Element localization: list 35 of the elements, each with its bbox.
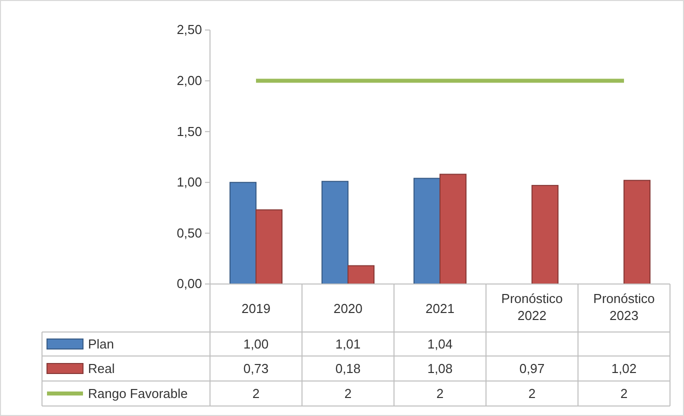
bar — [624, 180, 650, 284]
data-label: 2 — [436, 386, 444, 401]
bar — [322, 180, 348, 284]
bar — [440, 174, 466, 284]
data-label: 1,08 — [427, 361, 453, 376]
data-label: 1,00 — [243, 336, 269, 352]
y-tick-label: 1,00 — [176, 174, 202, 190]
y-tick-label: 0,00 — [176, 276, 202, 292]
x-tick-label: 2020 — [334, 301, 362, 316]
y-tick-label: 2,50 — [176, 22, 202, 38]
data-label: 2 — [528, 386, 536, 401]
y-tick-label: 1,50 — [176, 124, 202, 139]
x-tick-label: Pronóstico 2023 — [593, 291, 655, 323]
bar — [348, 265, 374, 284]
data-label: 1,02 — [611, 361, 637, 376]
legend-label: Real — [88, 361, 115, 376]
data-label: 0,18 — [335, 361, 361, 376]
data-label: 0,73 — [243, 361, 269, 376]
legend-label: Rango Favorable — [88, 386, 188, 401]
bar — [532, 184, 558, 284]
y-tick-label: 2,00 — [176, 72, 202, 88]
data-label: 1,01 — [335, 336, 361, 352]
bar — [230, 182, 256, 284]
legend-label: Plan — [88, 336, 114, 352]
data-label: 2 — [620, 386, 628, 401]
data-label: 2 — [252, 386, 260, 401]
data-label: 1,04 — [427, 336, 453, 352]
data-label: 2 — [344, 386, 352, 401]
data-label: 0,97 — [519, 361, 545, 376]
y-tick-label: 0,50 — [176, 225, 202, 240]
x-tick-label: 2019 — [242, 301, 270, 316]
x-tick-label: 2021 — [426, 301, 454, 316]
bar — [414, 178, 440, 284]
x-tick-label: Pronóstico 2022 — [501, 291, 563, 323]
bar — [256, 209, 282, 284]
